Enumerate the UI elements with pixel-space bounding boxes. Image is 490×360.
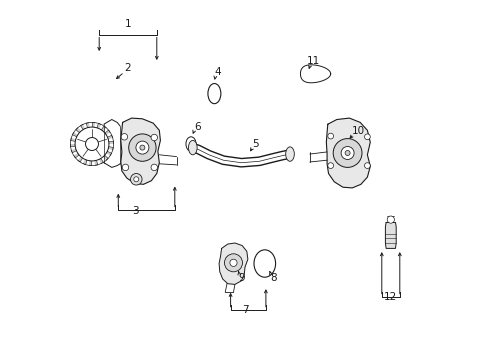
Polygon shape <box>78 157 83 162</box>
Text: 11: 11 <box>307 56 320 66</box>
Polygon shape <box>80 124 85 130</box>
Ellipse shape <box>189 140 197 155</box>
Ellipse shape <box>129 134 156 161</box>
Text: 2: 2 <box>124 63 131 73</box>
Text: 3: 3 <box>132 206 139 216</box>
Ellipse shape <box>121 134 127 140</box>
Polygon shape <box>108 147 113 150</box>
Polygon shape <box>92 122 95 127</box>
Ellipse shape <box>130 174 142 185</box>
Ellipse shape <box>208 84 221 104</box>
Ellipse shape <box>365 163 370 168</box>
Polygon shape <box>73 132 78 137</box>
Ellipse shape <box>387 216 394 223</box>
Polygon shape <box>83 159 87 165</box>
Ellipse shape <box>122 164 129 171</box>
Polygon shape <box>74 153 79 158</box>
Polygon shape <box>103 155 108 160</box>
Ellipse shape <box>333 139 362 167</box>
Polygon shape <box>386 222 396 248</box>
Polygon shape <box>106 151 112 156</box>
Ellipse shape <box>86 138 98 150</box>
Polygon shape <box>219 243 248 284</box>
Polygon shape <box>99 158 103 164</box>
Ellipse shape <box>224 254 243 272</box>
Text: 5: 5 <box>252 139 259 149</box>
Text: 12: 12 <box>384 292 397 302</box>
Ellipse shape <box>345 150 350 156</box>
Ellipse shape <box>140 145 145 150</box>
Ellipse shape <box>230 259 237 266</box>
Polygon shape <box>86 123 90 128</box>
Polygon shape <box>97 123 101 129</box>
Ellipse shape <box>341 147 354 159</box>
Polygon shape <box>71 149 76 153</box>
Text: 8: 8 <box>270 273 277 283</box>
Polygon shape <box>95 160 98 165</box>
Text: 1: 1 <box>124 19 131 30</box>
Ellipse shape <box>151 134 157 141</box>
Ellipse shape <box>186 137 196 151</box>
Polygon shape <box>76 128 81 133</box>
Polygon shape <box>109 141 114 144</box>
Polygon shape <box>89 161 92 166</box>
Text: 6: 6 <box>194 122 201 132</box>
Ellipse shape <box>75 127 109 161</box>
Ellipse shape <box>254 250 275 277</box>
Text: 4: 4 <box>215 67 221 77</box>
Polygon shape <box>101 126 106 131</box>
Ellipse shape <box>151 164 157 171</box>
Text: 10: 10 <box>352 126 365 136</box>
Polygon shape <box>107 135 113 139</box>
Text: 7: 7 <box>242 305 248 315</box>
Ellipse shape <box>365 134 370 140</box>
Ellipse shape <box>136 141 149 154</box>
Ellipse shape <box>328 133 334 139</box>
Ellipse shape <box>134 177 139 182</box>
Polygon shape <box>326 118 370 188</box>
Text: 9: 9 <box>238 273 245 283</box>
Polygon shape <box>105 130 110 135</box>
Ellipse shape <box>286 147 294 161</box>
Ellipse shape <box>328 163 334 168</box>
Polygon shape <box>121 118 160 184</box>
Polygon shape <box>71 138 76 141</box>
Polygon shape <box>71 144 75 147</box>
